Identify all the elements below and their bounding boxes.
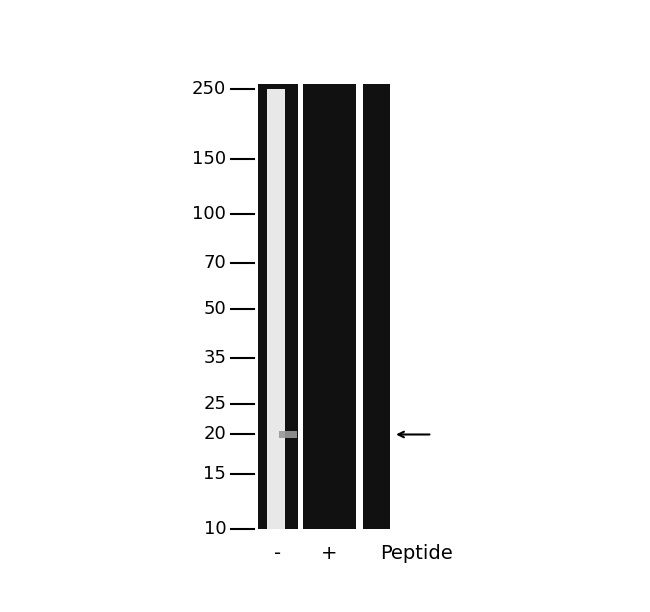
Bar	[363, 89, 390, 529]
Text: 10: 10	[203, 520, 226, 539]
Text: 25: 25	[203, 395, 226, 413]
Text: 15: 15	[203, 465, 226, 483]
Bar	[303, 89, 356, 529]
Text: 35: 35	[203, 349, 226, 367]
Text: 50: 50	[203, 300, 226, 318]
Bar	[303, 84, 356, 89]
Bar	[258, 84, 298, 89]
Text: 100: 100	[192, 205, 226, 223]
Text: Peptide: Peptide	[380, 544, 452, 564]
Text: 20: 20	[203, 425, 226, 444]
Text: -: -	[274, 544, 281, 564]
Bar	[363, 84, 390, 89]
Text: 150: 150	[192, 150, 226, 168]
Bar	[267, 89, 285, 529]
Text: +: +	[321, 544, 338, 564]
Text: 70: 70	[203, 254, 226, 272]
Bar	[258, 89, 298, 529]
Text: 250: 250	[192, 80, 226, 98]
Bar	[278, 430, 296, 438]
